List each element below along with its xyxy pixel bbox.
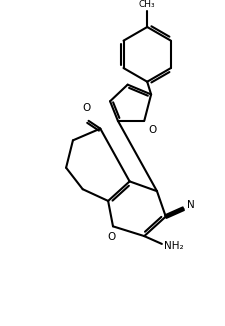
Text: N: N (187, 200, 194, 210)
Text: O: O (82, 103, 90, 113)
Text: CH₃: CH₃ (138, 0, 155, 9)
Text: O: O (106, 232, 115, 242)
Text: O: O (148, 125, 156, 135)
Text: NH₂: NH₂ (163, 241, 183, 251)
